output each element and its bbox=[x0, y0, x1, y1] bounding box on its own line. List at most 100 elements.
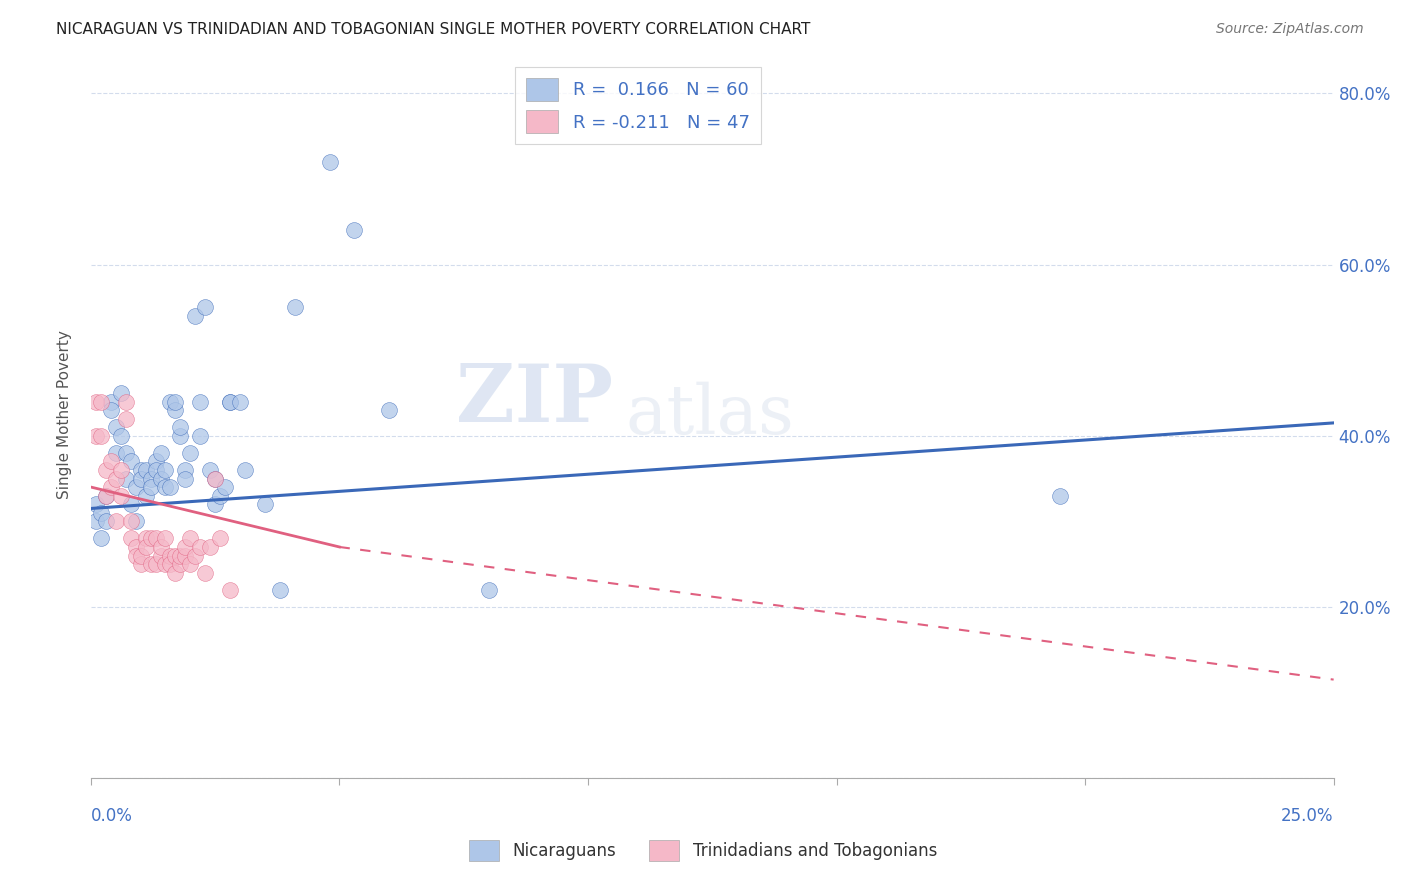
Point bbox=[120, 497, 142, 511]
Point bbox=[165, 394, 187, 409]
Text: ZIP: ZIP bbox=[456, 360, 613, 439]
Point bbox=[219, 582, 242, 597]
Point bbox=[200, 463, 222, 477]
Point bbox=[90, 394, 112, 409]
Point bbox=[378, 403, 401, 417]
Point bbox=[174, 549, 197, 563]
Point bbox=[104, 514, 127, 528]
Point bbox=[184, 549, 207, 563]
Point bbox=[139, 480, 162, 494]
Point bbox=[100, 454, 122, 468]
Point bbox=[169, 428, 191, 442]
Point bbox=[90, 428, 112, 442]
Point bbox=[149, 540, 172, 554]
Point bbox=[169, 557, 191, 571]
Legend: R =  0.166   N = 60, R = -0.211   N = 47: R = 0.166 N = 60, R = -0.211 N = 47 bbox=[515, 67, 761, 145]
Point bbox=[135, 463, 157, 477]
Legend: Nicaraguans, Trinidadians and Tobagonians: Nicaraguans, Trinidadians and Tobagonian… bbox=[463, 833, 943, 868]
Point bbox=[145, 454, 167, 468]
Point bbox=[120, 454, 142, 468]
Point bbox=[145, 557, 167, 571]
Point bbox=[200, 540, 222, 554]
Point bbox=[159, 557, 181, 571]
Point bbox=[174, 471, 197, 485]
Point bbox=[179, 557, 201, 571]
Point bbox=[174, 463, 197, 477]
Point bbox=[84, 394, 107, 409]
Point bbox=[104, 420, 127, 434]
Point bbox=[149, 471, 172, 485]
Point bbox=[253, 497, 276, 511]
Point bbox=[90, 506, 112, 520]
Point bbox=[269, 582, 291, 597]
Point bbox=[179, 446, 201, 460]
Point bbox=[84, 428, 107, 442]
Point bbox=[139, 557, 162, 571]
Point bbox=[188, 394, 211, 409]
Point bbox=[184, 309, 207, 323]
Point bbox=[129, 557, 152, 571]
Point bbox=[159, 480, 181, 494]
Point bbox=[104, 471, 127, 485]
Point bbox=[100, 403, 122, 417]
Point bbox=[94, 514, 117, 528]
Point bbox=[214, 480, 236, 494]
Point bbox=[90, 532, 112, 546]
Y-axis label: Single Mother Poverty: Single Mother Poverty bbox=[58, 330, 72, 499]
Point bbox=[110, 428, 132, 442]
Point bbox=[174, 540, 197, 554]
Point bbox=[124, 549, 146, 563]
Point bbox=[188, 540, 211, 554]
Point bbox=[120, 532, 142, 546]
Point bbox=[233, 463, 256, 477]
Point bbox=[1049, 489, 1071, 503]
Point bbox=[124, 480, 146, 494]
Point bbox=[318, 155, 340, 169]
Point bbox=[110, 489, 132, 503]
Point bbox=[145, 532, 167, 546]
Point bbox=[204, 471, 226, 485]
Point bbox=[155, 532, 177, 546]
Point bbox=[194, 301, 217, 315]
Point bbox=[120, 514, 142, 528]
Point bbox=[114, 446, 136, 460]
Point bbox=[124, 540, 146, 554]
Text: 25.0%: 25.0% bbox=[1281, 807, 1334, 825]
Point bbox=[135, 489, 157, 503]
Point bbox=[100, 394, 122, 409]
Point bbox=[165, 566, 187, 580]
Point bbox=[114, 394, 136, 409]
Point bbox=[129, 471, 152, 485]
Point bbox=[110, 386, 132, 401]
Point bbox=[194, 566, 217, 580]
Point bbox=[209, 489, 232, 503]
Point bbox=[114, 471, 136, 485]
Point bbox=[229, 394, 252, 409]
Point bbox=[94, 489, 117, 503]
Point bbox=[159, 549, 181, 563]
Point bbox=[169, 420, 191, 434]
Point bbox=[155, 480, 177, 494]
Point bbox=[155, 463, 177, 477]
Point bbox=[129, 463, 152, 477]
Point bbox=[165, 549, 187, 563]
Point bbox=[145, 463, 167, 477]
Point bbox=[204, 471, 226, 485]
Point bbox=[169, 549, 191, 563]
Point bbox=[84, 497, 107, 511]
Text: Source: ZipAtlas.com: Source: ZipAtlas.com bbox=[1216, 22, 1364, 37]
Point bbox=[84, 514, 107, 528]
Point bbox=[139, 471, 162, 485]
Point bbox=[94, 463, 117, 477]
Point bbox=[209, 532, 232, 546]
Point bbox=[110, 463, 132, 477]
Point bbox=[129, 549, 152, 563]
Text: 0.0%: 0.0% bbox=[91, 807, 132, 825]
Point bbox=[135, 540, 157, 554]
Point bbox=[188, 428, 211, 442]
Point bbox=[478, 582, 501, 597]
Point bbox=[155, 557, 177, 571]
Point bbox=[219, 394, 242, 409]
Point bbox=[149, 446, 172, 460]
Point bbox=[100, 480, 122, 494]
